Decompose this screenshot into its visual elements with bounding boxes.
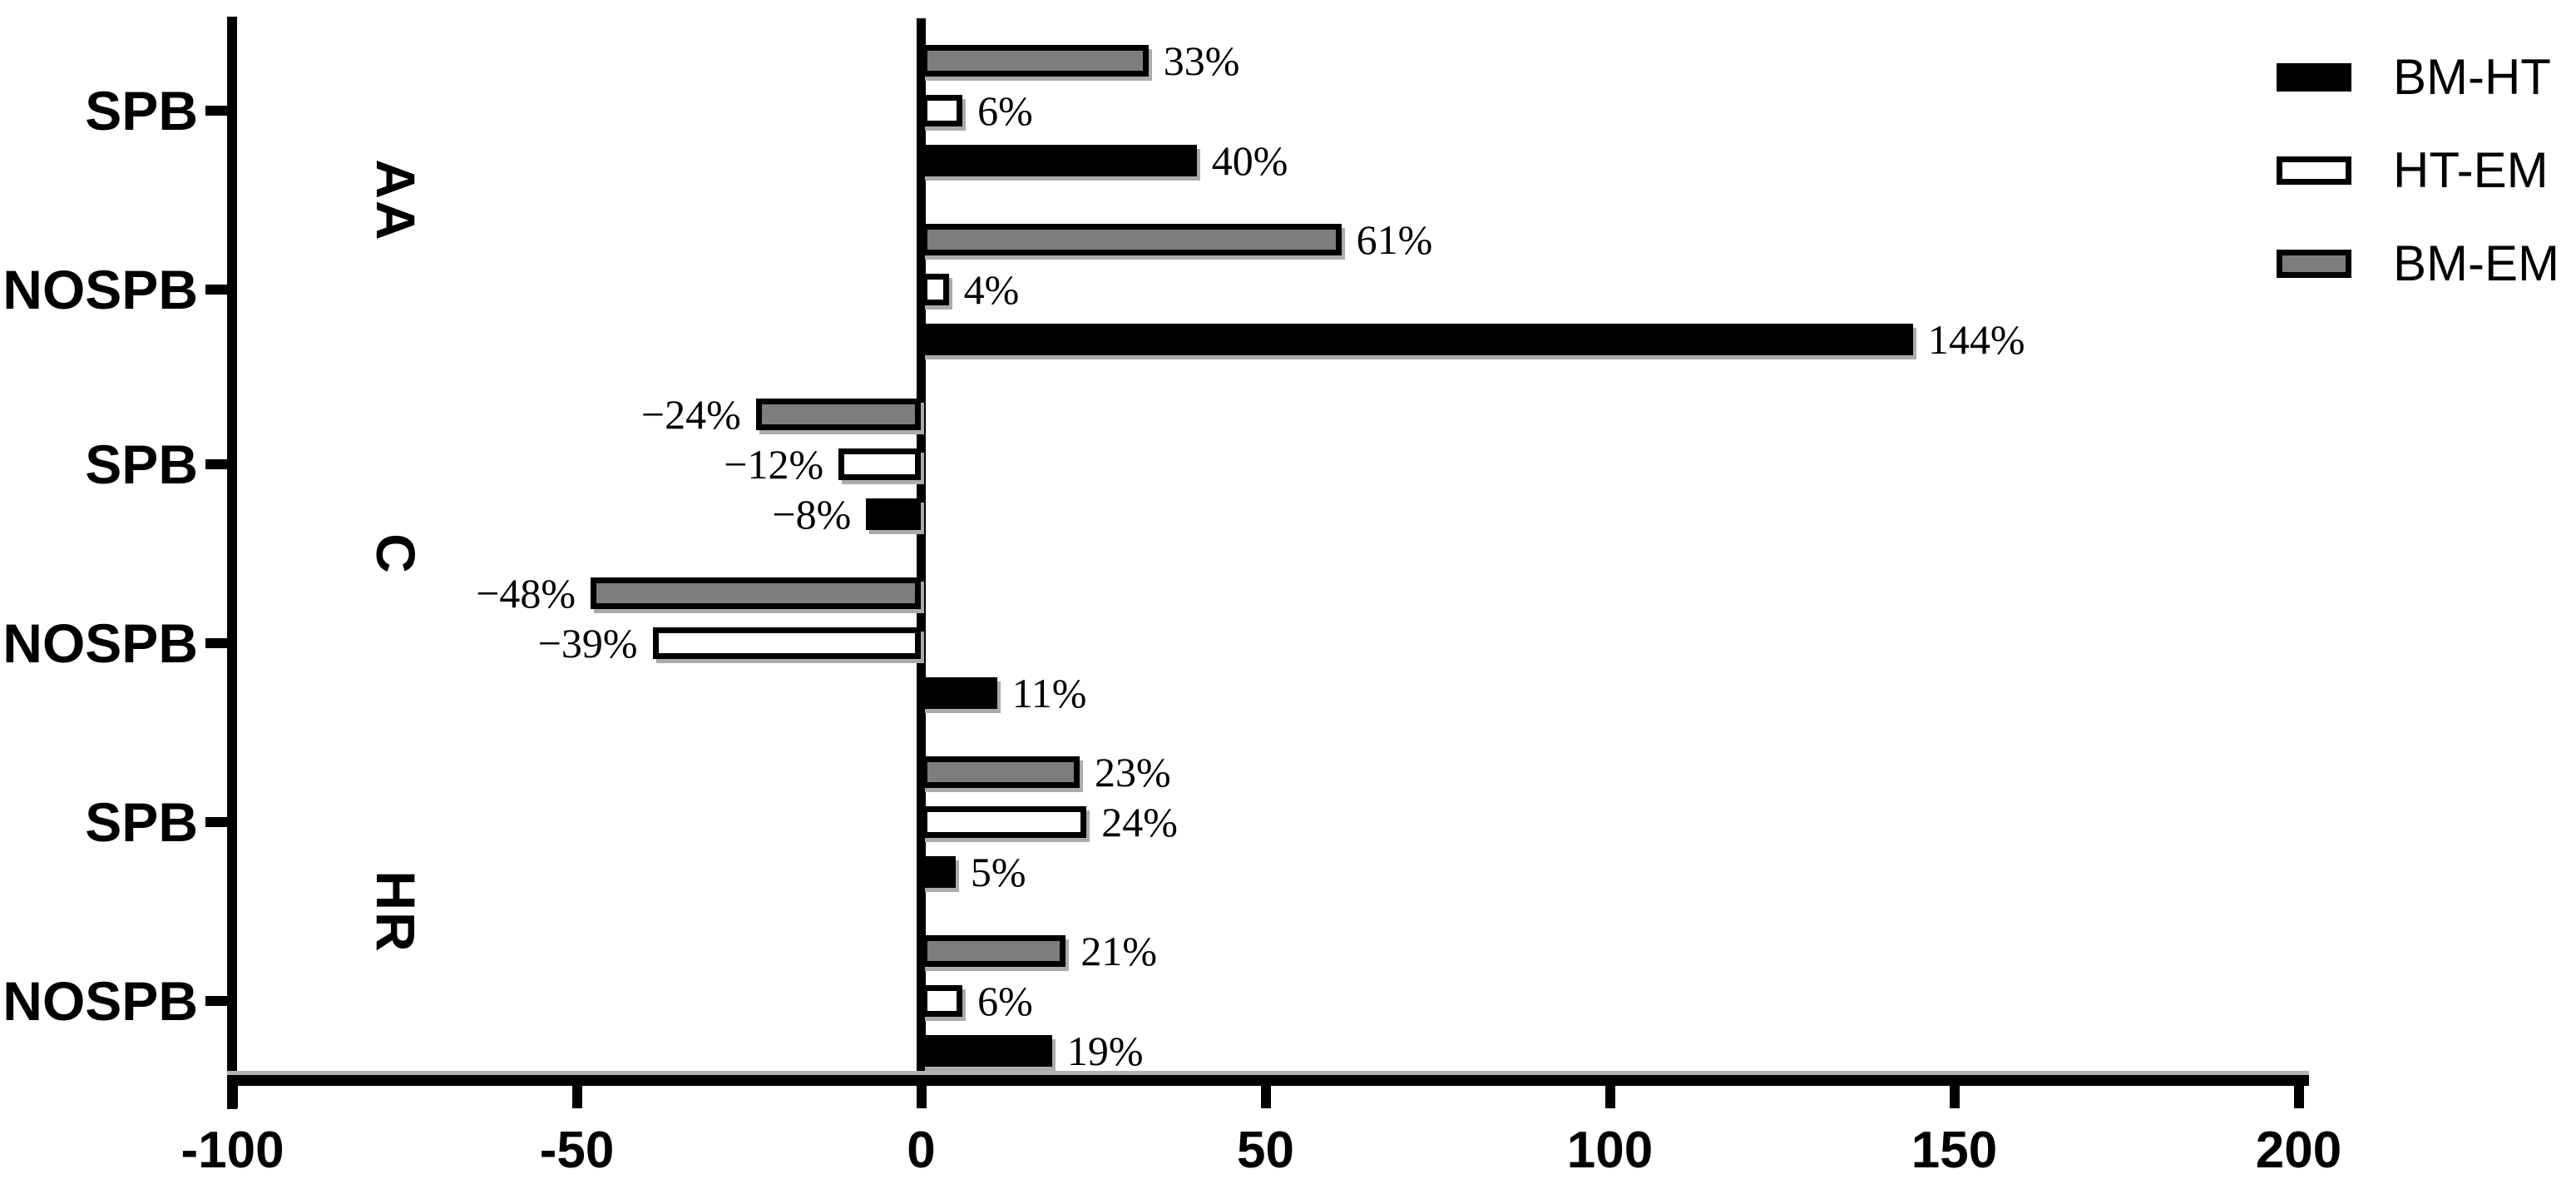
bar-HT-EM-NOSPB <box>652 627 922 659</box>
bar-value-label: 4% <box>963 266 1020 313</box>
bar-BM-EM-SPB <box>755 399 922 430</box>
legend-swatch-BM-EM <box>2277 250 2351 278</box>
bar-value-label: −12% <box>724 441 824 488</box>
bar-BM-EM-NOSPB <box>921 935 1066 967</box>
legend-label-BM-EM: BM-EM <box>2393 235 2559 291</box>
x-axis-tick-label: 50 <box>1237 1122 1294 1179</box>
bar-HT-EM-NOSPB <box>921 274 949 305</box>
bar-value-label: 40% <box>1211 137 1288 184</box>
bar-value-label: 21% <box>1080 928 1158 974</box>
bar-value-label: 144% <box>1927 316 2025 363</box>
legend-label-HT-EM: HT-EM <box>2393 142 2549 198</box>
zero-baseline <box>917 18 926 1075</box>
bar-value-label: −39% <box>537 620 638 666</box>
bar-value-label: 33% <box>1163 37 1240 84</box>
y-axis-category-label: NOSPB <box>2 970 198 1032</box>
bar-value-label: 23% <box>1094 749 1171 795</box>
bar-value-label: 6% <box>977 978 1033 1024</box>
x-axis-tick <box>2293 1086 2304 1108</box>
bar-HT-EM-NOSPB <box>921 985 963 1017</box>
bar-HT-EM-SPB <box>921 95 963 126</box>
legend-label-BM-HT: BM-HT <box>2393 49 2551 105</box>
y-axis-category-label: NOSPB <box>2 612 198 674</box>
bar-BM-HT-SPB <box>921 856 956 888</box>
y-axis-tick <box>205 817 227 827</box>
x-axis-tick <box>916 1086 927 1108</box>
y-axis-tick <box>205 285 227 295</box>
bar-value-label: 24% <box>1101 799 1178 845</box>
bar-value-label: 6% <box>977 87 1033 134</box>
x-axis-tick-label: -100 <box>180 1122 284 1179</box>
bar-BM-EM-NOSPB <box>921 224 1342 255</box>
x-axis-tick <box>1604 1086 1615 1108</box>
bar-BM-EM-SPB <box>921 45 1149 77</box>
y-axis-category-label: NOSPB <box>2 259 198 320</box>
x-axis-tick <box>227 1086 238 1108</box>
bar-value-label: 61% <box>1356 216 1433 263</box>
bar-BM-HT-NOSPB <box>921 1035 1052 1067</box>
bar-BM-HT-SPB <box>866 498 922 530</box>
bar-value-label: −48% <box>476 570 576 617</box>
y-axis-tick <box>205 996 227 1006</box>
bar-HT-EM-SPB <box>838 448 922 480</box>
bar-value-label: −24% <box>640 391 741 438</box>
y-axis-category-label: SPB <box>85 80 198 141</box>
x-axis-tick-label: -50 <box>539 1122 615 1179</box>
x-axis-line <box>227 1075 2309 1086</box>
bar-HT-EM-SPB <box>921 806 1087 838</box>
x-axis-tick-label: 200 <box>2255 1122 2342 1179</box>
x-axis-tick-label: 150 <box>1911 1122 1998 1179</box>
bar-value-label: −8% <box>772 491 852 538</box>
y-axis-category-label: SPB <box>85 434 198 495</box>
legend-swatch-BM-HT <box>2277 63 2351 92</box>
y-axis-tick <box>205 459 227 469</box>
y-axis-line <box>227 17 237 1109</box>
group-label: AA <box>365 158 427 242</box>
bar-BM-EM-NOSPB <box>591 577 922 609</box>
group-label: HR <box>365 869 427 954</box>
x-axis-tick <box>1949 1086 1960 1108</box>
bar-BM-EM-SPB <box>921 756 1080 788</box>
bar-BM-HT-NOSPB <box>921 677 997 709</box>
y-axis-category-label: SPB <box>85 791 198 853</box>
group-label: C <box>365 533 427 575</box>
x-axis-tick-label: 0 <box>907 1122 936 1179</box>
legend-swatch-HT-EM <box>2277 156 2351 185</box>
bar-value-label: 19% <box>1066 1028 1144 1074</box>
y-axis-tick <box>205 106 227 116</box>
bar-value-label: 11% <box>1011 670 1087 716</box>
x-axis-tick <box>1260 1086 1271 1108</box>
y-axis-tick <box>205 638 227 648</box>
bar-BM-HT-NOSPB <box>921 324 1913 355</box>
x-axis-tick-label: 100 <box>1566 1122 1654 1179</box>
bar-value-label: 5% <box>970 849 1026 895</box>
bar-BM-HT-SPB <box>921 145 1197 176</box>
x-axis-tick <box>571 1086 582 1108</box>
